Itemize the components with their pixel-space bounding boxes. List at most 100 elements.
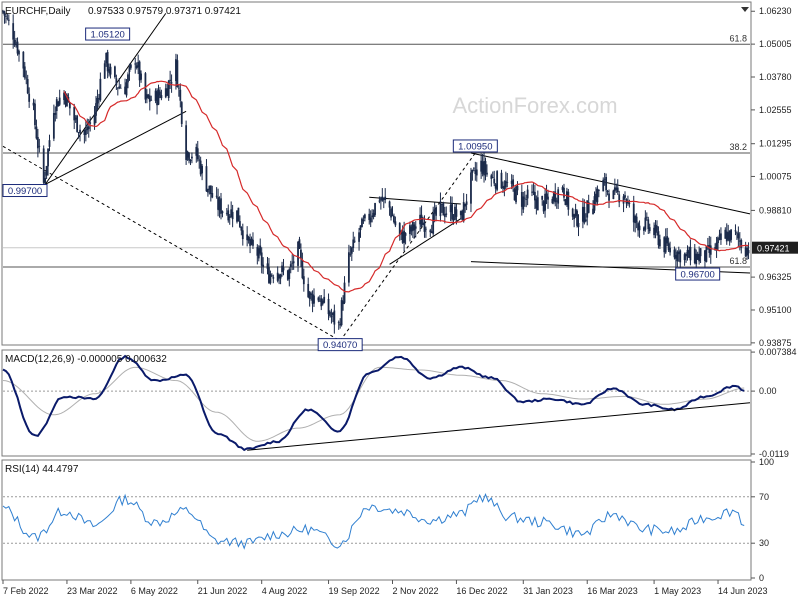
candle-body (544, 193, 546, 211)
candle-body (179, 89, 182, 101)
candle-body (502, 186, 504, 189)
candle-body (74, 117, 77, 120)
candle-body (240, 227, 243, 231)
axis-labels: 1.06230 1.05005 1.03780 1.02555 1.01295 1.000… (2, 6, 798, 596)
candle-body (736, 232, 738, 234)
candle-body (266, 263, 269, 269)
candle-body (474, 170, 477, 175)
price-overlays: 61.8 38.2 61.8 (2, 13, 751, 342)
candle-body (612, 190, 615, 199)
candle-body (606, 191, 609, 192)
candle-body (532, 191, 535, 193)
candle-body (664, 237, 667, 253)
candle-body (432, 213, 435, 234)
candle-body (281, 265, 283, 273)
candle-body (96, 97, 99, 104)
candle-body (615, 187, 618, 191)
candle-body (597, 189, 600, 191)
price-annotation-label: 0.99700 (8, 186, 42, 197)
candle-body (724, 229, 727, 239)
candle-body (230, 209, 233, 217)
candle-body (718, 234, 721, 236)
candle-body (574, 209, 577, 217)
candle-body (608, 193, 610, 201)
candle-body (22, 51, 25, 69)
candle-body (217, 197, 219, 210)
price-tick-label: 0.95100 (759, 305, 792, 315)
candle-body (208, 185, 211, 190)
candle-body (391, 215, 394, 217)
candle-body (167, 80, 170, 98)
candle-body (656, 225, 658, 231)
candle-body (249, 239, 251, 246)
candle-body (525, 199, 528, 200)
candle-body (350, 247, 353, 254)
candle-body (247, 237, 250, 241)
candle-body (199, 160, 202, 175)
candle-body (653, 227, 655, 236)
candle-body (329, 311, 331, 316)
candle-body (401, 231, 404, 243)
candle-body (491, 177, 494, 178)
candle-body (583, 206, 586, 223)
candle-body (657, 231, 660, 246)
candle-body (627, 201, 629, 204)
candle-body (666, 236, 669, 244)
candle-body (605, 177, 608, 191)
candle-body (398, 222, 401, 235)
candle-body (667, 243, 670, 251)
candle-body (44, 178, 47, 184)
candle-body (581, 206, 584, 222)
candle-body (7, 19, 10, 21)
candle-body (77, 132, 80, 134)
candle-body (260, 252, 263, 266)
candle-body (286, 270, 289, 280)
x-tick-label: 21 Jun 2022 (198, 586, 248, 596)
candle-body (362, 219, 365, 222)
channel-lower-line (43, 110, 187, 186)
x-tick-label: 1 May 2023 (654, 586, 701, 596)
candle-body (440, 203, 443, 205)
candle-body (64, 93, 67, 105)
candle-body (83, 130, 86, 135)
candle-body (6, 17, 9, 19)
candle-body (730, 229, 733, 240)
annotations-group: 1.05120 0.99700 0.94070 1.00950 0.96700 (2, 27, 721, 352)
watermark: ActionForex.com (452, 93, 617, 118)
candle-body (135, 65, 138, 69)
candle-body (500, 172, 503, 189)
candle-body (624, 195, 626, 198)
candle-body (12, 23, 15, 40)
candle-body (555, 200, 558, 202)
moving-average-line (63, 80, 749, 293)
candle-body (2, 10, 4, 12)
candle-body (301, 260, 304, 279)
candle-body (595, 193, 597, 202)
candle-body (358, 232, 360, 242)
x-tick-label: 7 Feb 2022 (3, 586, 49, 596)
candle-body (565, 191, 568, 205)
candle-body (613, 187, 616, 192)
candle-body (58, 97, 61, 105)
candle-body (170, 82, 173, 84)
candle-body (503, 185, 506, 190)
candle-body (423, 222, 426, 232)
candle-body (45, 165, 48, 176)
fib-level-label: 61.8 (729, 33, 747, 43)
candle-body (542, 201, 545, 212)
price-tick-label: 0.93875 (759, 338, 792, 348)
candle-body (228, 216, 231, 218)
candle-body (645, 216, 648, 218)
candle-body (54, 113, 57, 115)
candle-body (602, 179, 605, 192)
price-tick-label: 0.96325 (759, 272, 792, 282)
candle-body (160, 95, 163, 99)
candle-body (246, 234, 249, 241)
rsi-tick-label: 0 (759, 573, 764, 583)
candle-body (276, 272, 279, 281)
candle-body (218, 199, 221, 211)
candle-body (547, 196, 549, 200)
price-annotation-label: 1.05120 (90, 30, 124, 41)
chart-shift-icon[interactable] (741, 7, 749, 12)
price-tick-label: 1.02555 (759, 105, 792, 115)
